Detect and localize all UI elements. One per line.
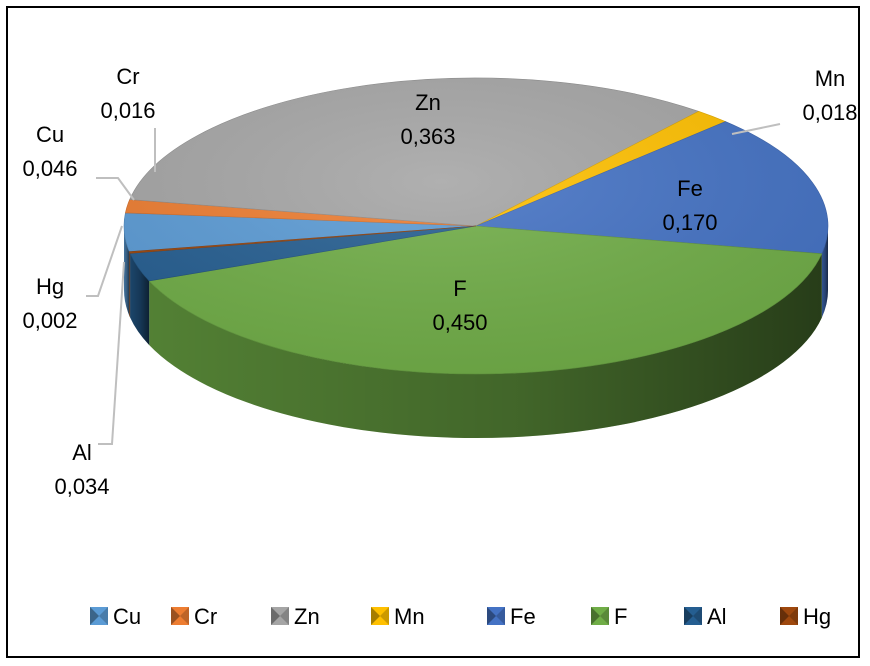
slice-side-shade-al bbox=[130, 253, 150, 345]
legend-label-f: F bbox=[614, 604, 627, 629]
legend-label-fe: Fe bbox=[510, 604, 536, 629]
legend-item-mn: Mn bbox=[371, 604, 425, 629]
label-name-fe: Fe bbox=[677, 176, 703, 201]
pie-top-highlight bbox=[124, 78, 828, 374]
leader-lines bbox=[86, 123, 781, 445]
leader-line-al bbox=[98, 261, 125, 445]
legend-swatch-shade2-mn bbox=[380, 607, 389, 625]
label-name-cu: Cu bbox=[36, 122, 64, 147]
legend-swatch-shade-f bbox=[591, 607, 600, 625]
legend-item-hg: Hg bbox=[780, 604, 831, 629]
leader-line-mn bbox=[731, 123, 781, 135]
legend-item-zn: Zn bbox=[271, 604, 320, 629]
label-value-cr: 0,016 bbox=[100, 98, 155, 123]
label-name-mn: Mn bbox=[815, 66, 846, 91]
label-value-cu: 0,046 bbox=[22, 156, 77, 181]
legend-swatch-shade-zn bbox=[271, 607, 280, 625]
leader-line-hg bbox=[86, 225, 123, 297]
pie-tops bbox=[123, 77, 829, 375]
label-name-zn: Zn bbox=[415, 90, 441, 115]
legend-swatch-shade2-hg bbox=[789, 607, 798, 625]
label-name-al: Al bbox=[72, 440, 92, 465]
legend-swatch-shade-cr bbox=[171, 607, 180, 625]
label-value-hg: 0,002 bbox=[22, 308, 77, 333]
legend-item-cu: Cu bbox=[90, 604, 141, 629]
label-value-al: 0,034 bbox=[54, 474, 109, 499]
legend-swatch-shade-mn bbox=[371, 607, 380, 625]
legend: Cu Cr Zn Mn Fe F Al Hg bbox=[90, 604, 831, 629]
legend-swatch-shade2-al bbox=[693, 607, 702, 625]
legend-swatch-shade-hg bbox=[780, 607, 789, 625]
legend-swatch-shade2-zn bbox=[280, 607, 289, 625]
legend-label-zn: Zn bbox=[294, 604, 320, 629]
legend-swatch-shade2-cu bbox=[99, 607, 108, 625]
legend-label-al: Al bbox=[707, 604, 727, 629]
legend-swatch-shade-fe bbox=[487, 607, 496, 625]
legend-label-cu: Cu bbox=[113, 604, 141, 629]
legend-item-fe: Fe bbox=[487, 604, 536, 629]
label-value-zn: 0,363 bbox=[400, 124, 455, 149]
legend-item-cr: Cr bbox=[171, 604, 217, 629]
legend-swatch-shade2-fe bbox=[496, 607, 505, 625]
data-labels: Cu 0,046 Cr 0,016 Zn 0,363 Mn 0,018 Fe 0,170 F 0,45… bbox=[22, 64, 857, 499]
legend-item-f: F bbox=[591, 604, 627, 629]
legend-label-hg: Hg bbox=[803, 604, 831, 629]
label-name-hg: Hg bbox=[36, 274, 64, 299]
legend-swatch-shade2-f bbox=[600, 607, 609, 625]
legend-swatch-shade-cu bbox=[90, 607, 99, 625]
slice-side-shade-hg bbox=[129, 251, 131, 318]
slice-side-shade-f bbox=[149, 253, 822, 439]
label-value-fe: 0,170 bbox=[662, 210, 717, 235]
leader-line-cu bbox=[96, 177, 135, 201]
legend-label-mn: Mn bbox=[394, 604, 425, 629]
legend-label-cr: Cr bbox=[194, 604, 217, 629]
legend-swatch-shade2-cr bbox=[180, 607, 189, 625]
label-name-cr: Cr bbox=[116, 64, 139, 89]
legend-item-al: Al bbox=[684, 604, 727, 629]
legend-swatch-shade-al bbox=[684, 607, 693, 625]
label-value-mn: 0,018 bbox=[802, 100, 857, 125]
label-value-f: 0,450 bbox=[432, 310, 487, 335]
label-name-f: F bbox=[453, 276, 466, 301]
slice-side-shade-fe bbox=[821, 226, 828, 318]
